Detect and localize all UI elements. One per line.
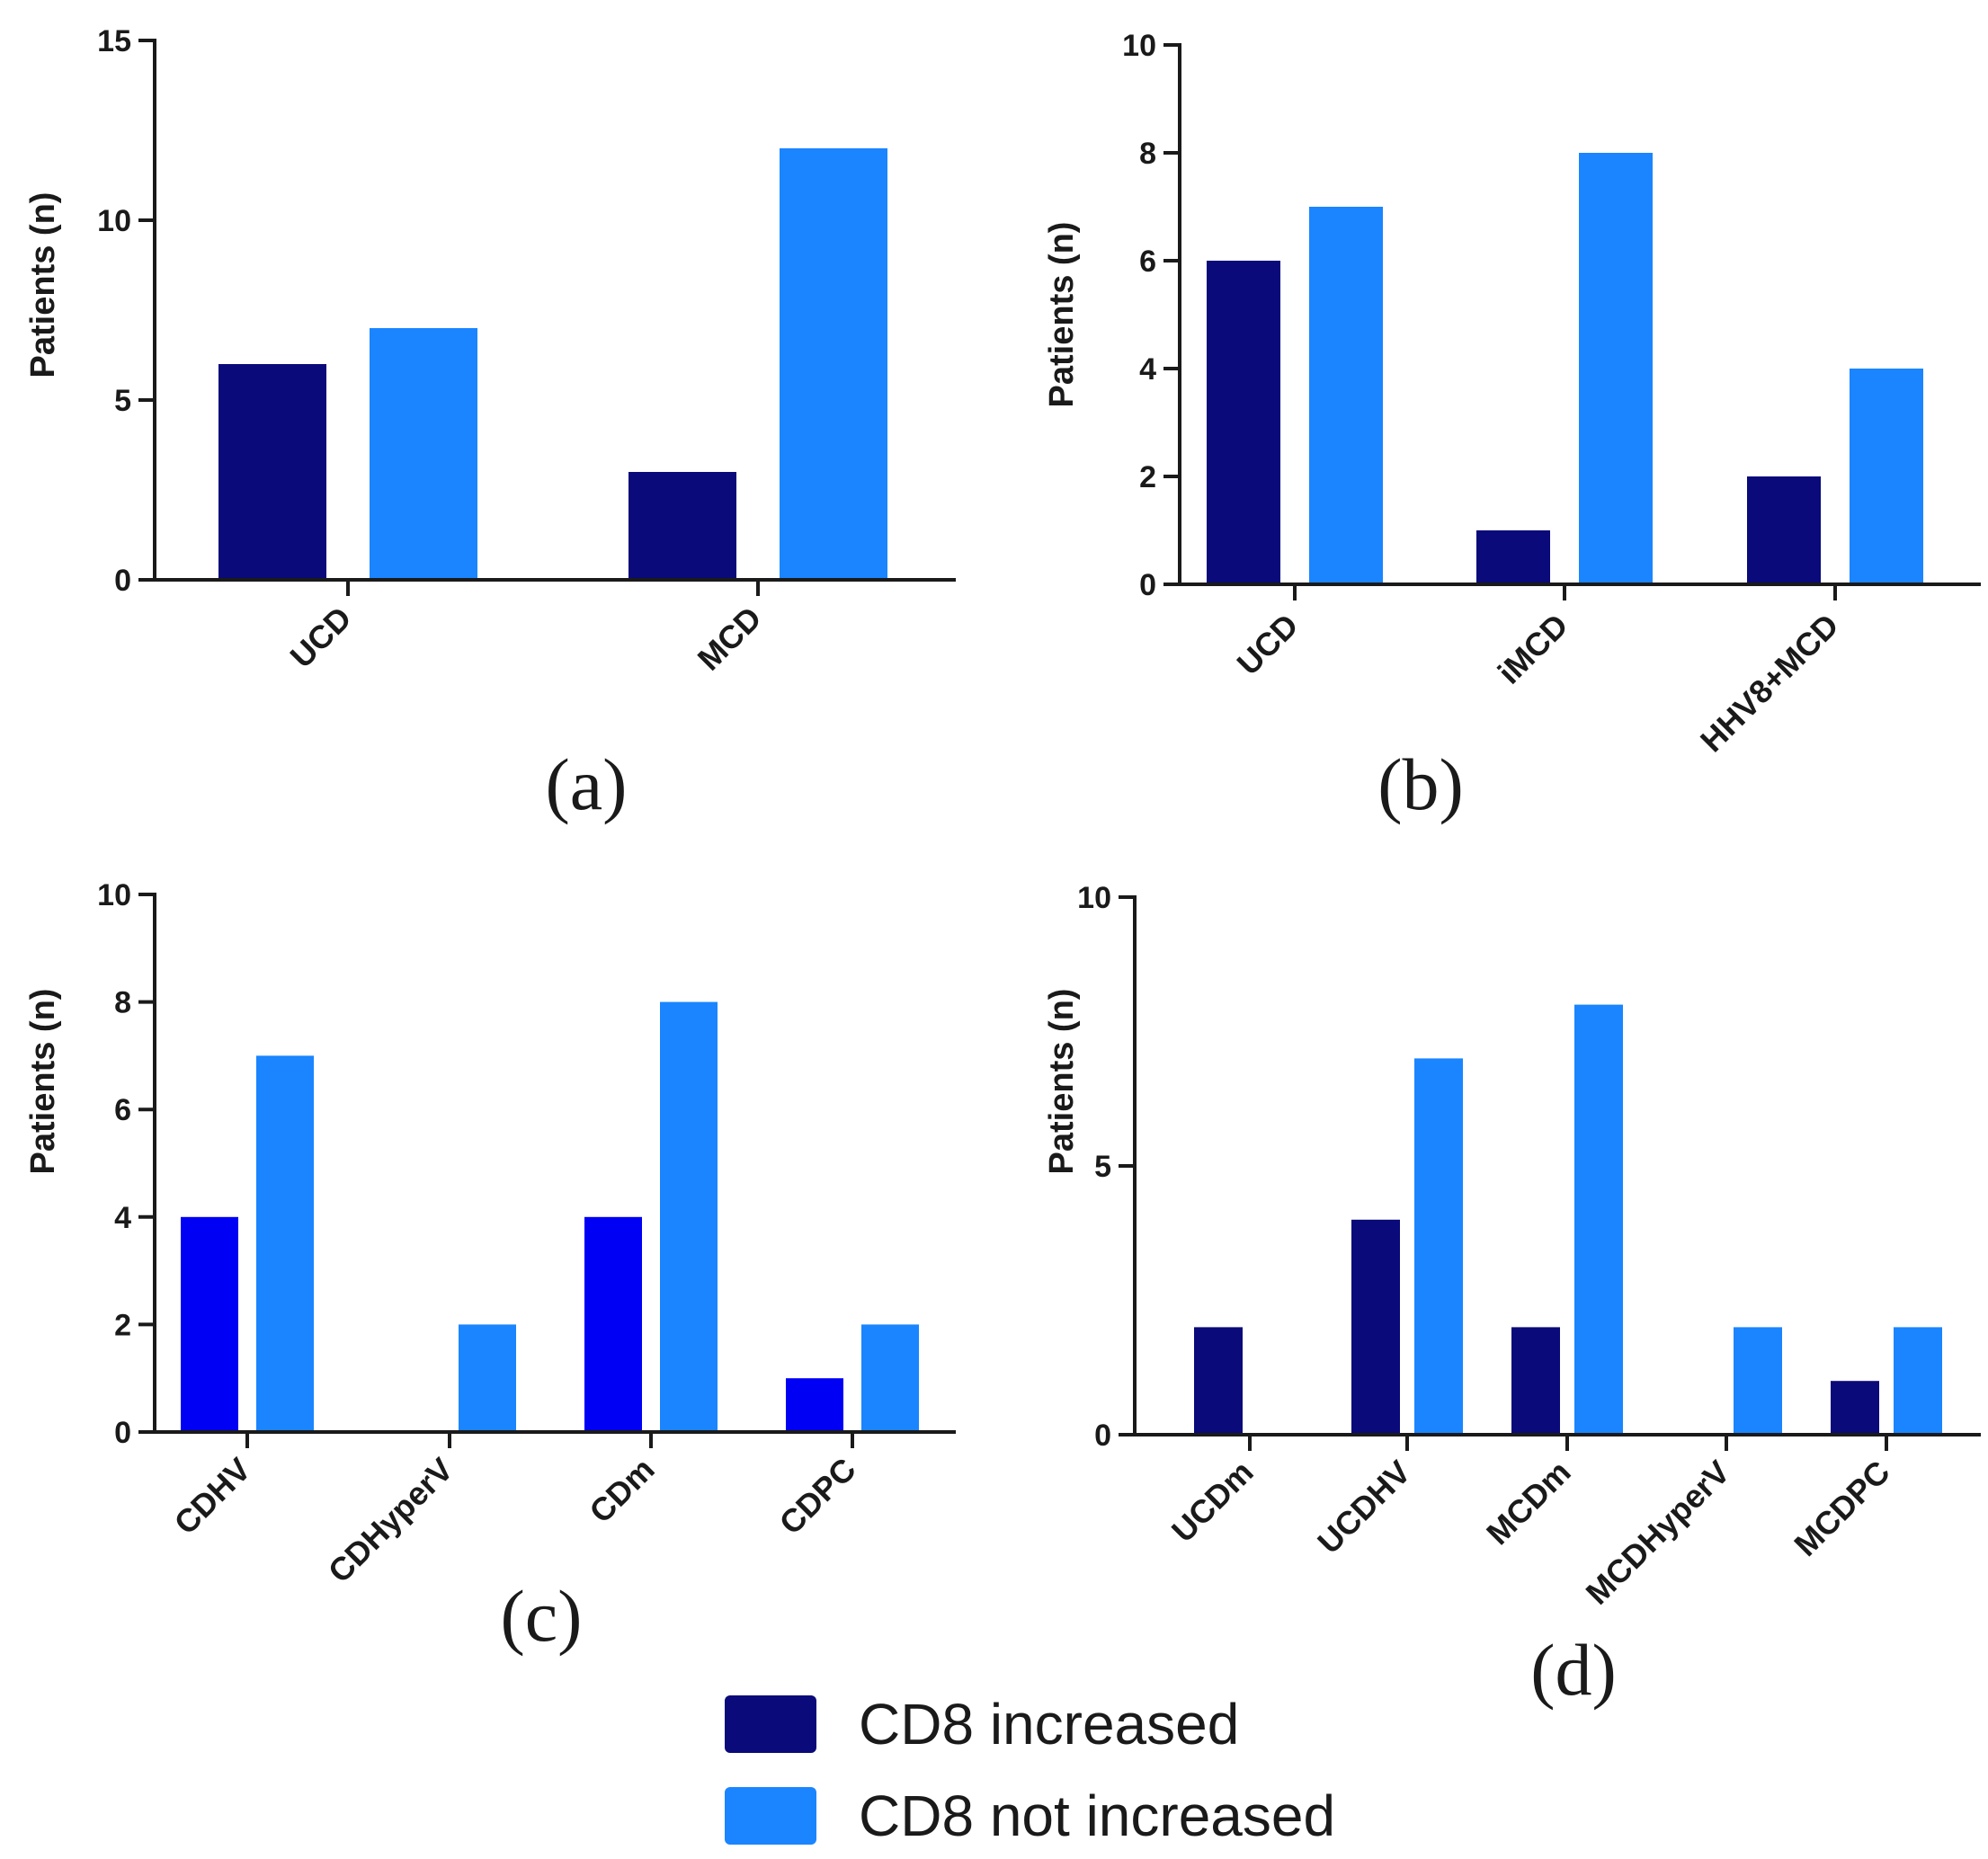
y-axis-title: Patients (n) [1043,222,1081,408]
y-tick-label: 6 [114,1093,131,1127]
legend-swatch [725,1695,816,1753]
y-axis-title: Patients (n) [24,989,62,1175]
x-category-label: MCD [691,600,769,678]
x-category-label: MCDHyperV [1579,1454,1737,1612]
panel-label: (b) [1377,743,1464,825]
x-category-label: CDHyperV [321,1451,460,1590]
y-tick-label: 6 [1139,245,1156,279]
legend-label: CD8 increased [859,1692,1239,1757]
x-category-label: UCD [283,600,359,675]
chart-panel-a: 0 5 10 15 UCD MCD Patients (n) (a) [24,24,956,825]
bar-cd8-not-increased-mcd [780,148,887,580]
bar-cd8-not-increased-cdpc [861,1324,919,1432]
chart-panel-d: 0 5 10 UCDm UCDHV MCDm MCDHyperV MCDPC Patients … [1043,881,1981,1711]
bar-cd8-increased-mcd [628,472,736,580]
y-tick-label: 8 [114,986,131,1020]
y-tick-label: 10 [1077,881,1111,915]
legend: CD8 increased CD8 not increased [725,1692,1335,1848]
x-category-label: CDPC [772,1451,863,1542]
y-tick-label: 2 [1139,460,1156,494]
x-category-label: CDm [582,1451,661,1530]
bar-cd8-not-increased-imcd [1579,153,1653,584]
bar-cd8-increased-hhv8+mcd [1747,476,1821,584]
bar-cd8-not-increased-mcdm [1574,1004,1623,1435]
bar-cd8-not-increased-ucd [1309,207,1383,584]
panel-label: (a) [545,743,627,825]
y-tick-label: 10 [1122,29,1156,63]
bar-cd8-increased-ucdhv [1351,1219,1400,1435]
y-tick-label: 4 [1139,352,1156,387]
bar-cd8-not-increased-cdm [660,1001,718,1432]
bar-cd8-increased-imcd [1476,530,1550,584]
legend-swatch [725,1787,816,1845]
y-tick-label: 10 [97,204,131,238]
y-tick-label: 0 [114,1416,131,1450]
y-tick-label: 5 [1094,1150,1111,1184]
chart-panel-b: 0 2 4 6 8 10 UCD iMCD HHV8+MCD Patients (n) (b) [1043,29,1981,825]
bar-cd8-increased-cdhv [181,1216,238,1432]
bar-cd8-increased-ucd [1207,261,1280,584]
bar-cd8-increased-mcdm [1511,1327,1560,1435]
y-tick-label: 5 [114,384,131,418]
legend-label: CD8 not increased [859,1783,1335,1848]
bar-cd8-not-increased-cdhv [256,1055,314,1432]
y-axis-title: Patients (n) [1043,989,1081,1175]
bar-cd8-increased-mcdpc [1831,1381,1879,1435]
bar-cd8-not-increased-cdhyperv [459,1324,516,1432]
x-category-label: CDHV [167,1451,258,1542]
x-category-label: HHV8+MCD [1693,607,1846,760]
y-axis-title: Patients (n) [24,192,62,378]
bar-cd8-increased-ucdm [1194,1327,1243,1435]
panel-label: (d) [1530,1629,1617,1711]
x-category-label: UCDm [1164,1454,1261,1550]
bar-cd8-increased-cdpc [786,1378,843,1432]
bar-cd8-not-increased-ucdhv [1414,1058,1463,1435]
bar-cd8-increased-cdm [584,1216,642,1432]
y-tick-label: 15 [97,24,131,58]
y-tick-label: 0 [1094,1419,1111,1453]
y-tick-label: 0 [114,564,131,598]
x-category-label: UCDHV [1310,1454,1418,1561]
y-tick-label: 8 [1139,137,1156,171]
bar-cd8-not-increased-hhv8+mcd [1850,369,1923,584]
chart-panel-c: 0 2 4 6 8 10 CDHV CDHyperV CDm CDPC Patients (n) (c… [24,878,956,1657]
bar-cd8-increased-ucd [218,364,326,580]
y-tick-label: 4 [114,1201,131,1235]
y-tick-label: 2 [114,1308,131,1342]
x-category-label: iMCD [1491,607,1575,691]
bar-cd8-not-increased-ucd [370,328,477,580]
x-category-label: MCDPC [1787,1454,1896,1563]
bar-cd8-not-increased-mcdpc [1894,1327,1942,1435]
x-category-label: UCD [1230,607,1306,682]
x-category-label: MCDm [1479,1454,1578,1552]
panel-label: (c) [500,1575,582,1657]
y-tick-label: 0 [1139,568,1156,602]
y-tick-label: 10 [97,878,131,912]
bar-cd8-not-increased-mcdhyperv [1734,1327,1782,1435]
